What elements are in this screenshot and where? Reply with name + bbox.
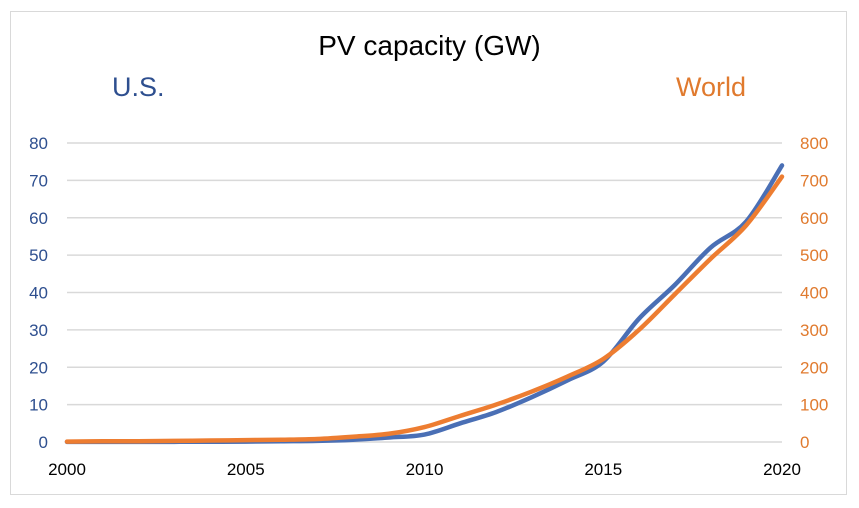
x-tick-label: 2010: [406, 460, 444, 479]
x-tick-label: 2020: [763, 460, 801, 479]
chart-title: PV capacity (GW): [318, 30, 541, 61]
right-tick-label: 700: [800, 171, 828, 190]
right-tick-label: 800: [800, 134, 828, 153]
x-tick-label: 2015: [584, 460, 622, 479]
world-series-line: [64, 174, 785, 444]
right-tick-label: 0: [800, 433, 809, 452]
left-tick-label: 40: [29, 284, 48, 303]
world-series-label: World: [676, 72, 747, 102]
left-tick-label: 0: [39, 433, 48, 452]
right-tick-label: 200: [800, 358, 828, 377]
left-axis-ticks: 0 10 20 30 40 50 60 70 80: [29, 134, 48, 452]
us-series-label: U.S.: [112, 72, 165, 102]
right-tick-label: 500: [800, 246, 828, 265]
right-tick-label: 100: [800, 396, 828, 415]
left-tick-label: 70: [29, 171, 48, 190]
left-tick-label: 50: [29, 246, 48, 265]
us-series-line: [64, 163, 785, 445]
right-axis-ticks: 0 100 200 300 400 500 600 700 800: [800, 134, 828, 452]
left-tick-label: 20: [29, 358, 48, 377]
x-axis-ticks: 2000 2005 2010 2015 2020: [48, 460, 801, 479]
left-tick-label: 10: [29, 396, 48, 415]
right-tick-label: 400: [800, 284, 828, 303]
left-tick-label: 60: [29, 209, 48, 228]
x-tick-label: 2005: [227, 460, 265, 479]
right-tick-label: 300: [800, 321, 828, 340]
chart-frame: [10, 11, 847, 495]
x-tick-label: 2000: [48, 460, 86, 479]
series-lines: [64, 163, 785, 445]
gridlines: [67, 142, 782, 443]
left-tick-label: 30: [29, 321, 48, 340]
right-tick-label: 600: [800, 209, 828, 228]
left-tick-label: 80: [29, 134, 48, 153]
